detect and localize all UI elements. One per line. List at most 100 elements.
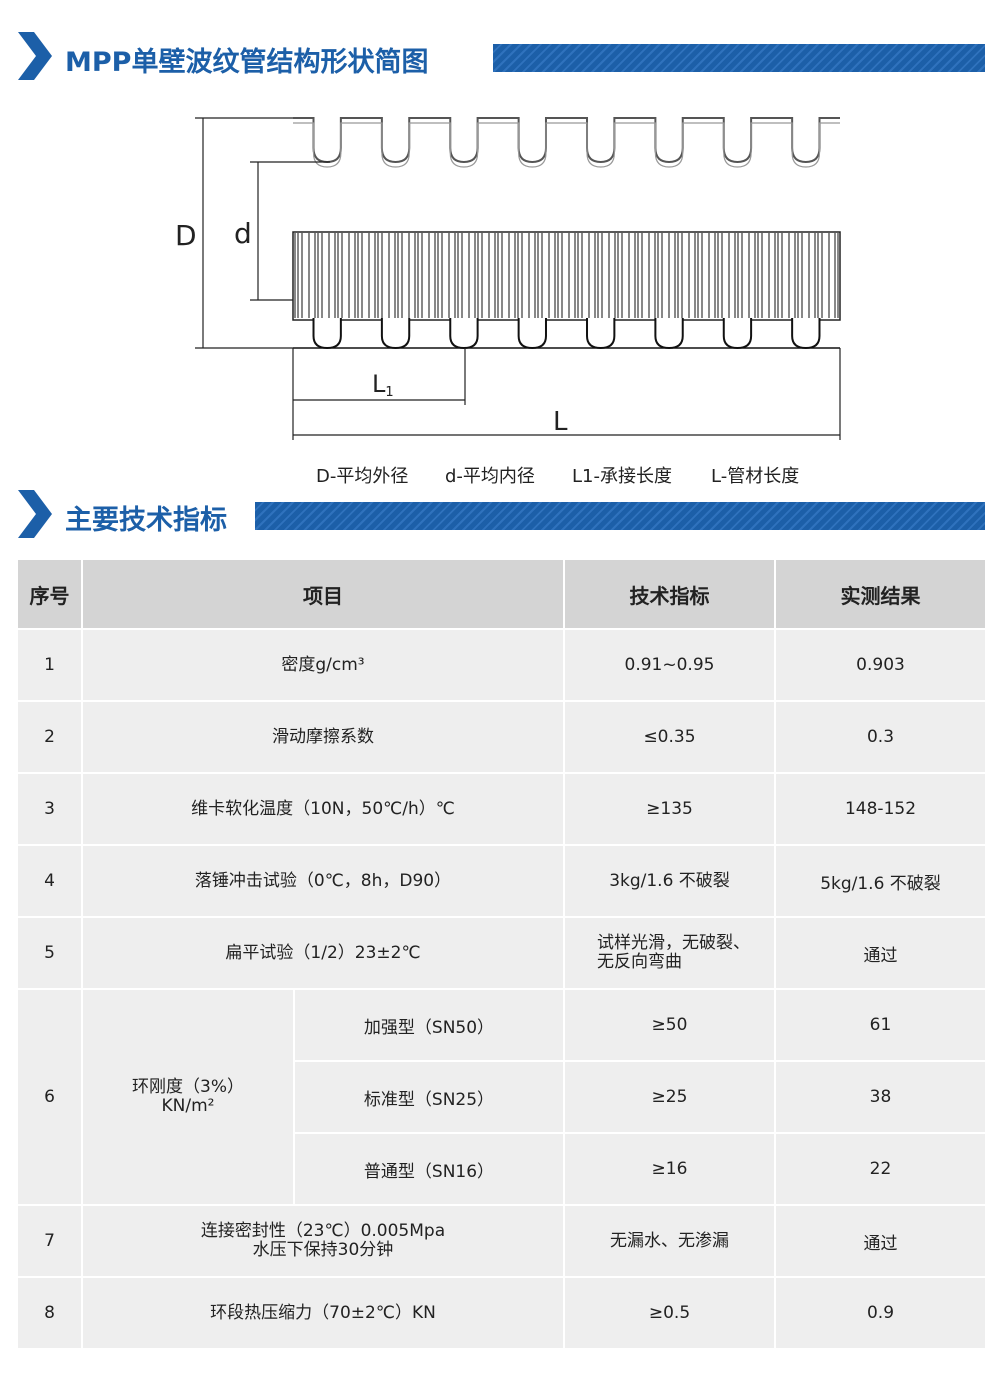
no-cell: 8 (16, 1276, 83, 1350)
row: 3 维卡软化温度（10N，50℃/h）℃ ≥135 148-152 (16, 772, 987, 846)
header-cell: 技术指标 (563, 558, 776, 630)
trough (449, 318, 479, 350)
section-title: 主要技术指标 (65, 505, 227, 536)
wave-outer (293, 117, 840, 164)
legend-item: L1-承接长度 (572, 466, 672, 487)
trough (791, 318, 821, 350)
spec-cell: ≥135 (563, 772, 776, 846)
cell-line: 试样光滑，无破裂、 (597, 933, 750, 953)
cell-line: 3kg/1.6 不破裂 (609, 870, 730, 891)
spec-cell: 3kg/1.6 不破裂 (563, 844, 776, 918)
no-cell: 1 (16, 628, 83, 702)
trough (586, 318, 616, 350)
cell-line: 环段热压缩力（70±2℃）KN (210, 1302, 436, 1323)
row: 6 环刚度（3%） KN/m² 加强型（SN50） ≥50 61 (16, 988, 987, 1206)
header-row: 序号 项目 技术指标 实测结果 (16, 558, 987, 630)
result-cell: 22 (774, 1132, 987, 1206)
label-d: d (234, 217, 252, 250)
cell-line: 落锤冲击试验（0℃，8h，D90） (194, 870, 452, 891)
cell-line: ≤0.35 (643, 726, 696, 747)
row: 7 连接密封性（23℃）0.005Mpa 水压下保持30分钟 无漏水、无渗漏 通过 (16, 1204, 987, 1278)
item-cell: 维卡软化温度（10N，50℃/h）℃ (81, 772, 565, 846)
header-cell: 序号 (16, 558, 83, 630)
cell-line: 无漏水、无渗漏 (610, 1230, 729, 1251)
cell-line: 环刚度（3%） (132, 1077, 244, 1097)
trough (722, 318, 753, 350)
section-title: MPP单壁波纹管结构形状简图 (65, 47, 429, 78)
no-cell: 5 (16, 916, 83, 990)
header-cell: 实测结果 (774, 558, 987, 630)
cell-line: ≥135 (646, 798, 693, 819)
spec-cell: ≥25 (563, 1060, 776, 1134)
item-cell: 环段热压缩力（70±2℃）KN (81, 1276, 565, 1350)
label-L1: L1 (372, 370, 394, 400)
cell-line: KN/m² (161, 1096, 215, 1116)
row: 5 扁平试验（1/2）23±2℃ 试样光滑，无破裂、 无反向弯曲 通过 (16, 916, 987, 990)
result-cell: 38 (774, 1060, 987, 1134)
item-cell: 环刚度（3%） KN/m² (81, 988, 295, 1206)
chevron (18, 490, 52, 538)
label-L1-sub: 1 (385, 385, 393, 400)
cell-line: 滑动摩擦系数 (272, 726, 374, 747)
result-cell: 5kg/1.6 不破裂 (774, 844, 987, 918)
header-cell: 项目 (81, 558, 565, 630)
no-cell: 6 (16, 988, 83, 1206)
trough (312, 318, 342, 350)
result-cell: 61 (774, 988, 987, 1062)
no-cell: 2 (16, 700, 83, 774)
spec-cell: ≥16 (563, 1132, 776, 1206)
section-header: 主要技术指标 (0, 490, 1000, 540)
result-cell: 通过 (774, 916, 987, 990)
wave-inner (293, 122, 840, 168)
cell-line: 0.91~0.95 (624, 654, 715, 675)
cell-line: 水压下保持30分钟 (252, 1240, 394, 1260)
result-cell: 148-152 (774, 772, 987, 846)
legend-item: D-平均外径 (316, 466, 408, 487)
spec-cell: ≥0.5 (563, 1276, 776, 1350)
row: 普通型（SN16） ≥16 22 (17, 1132, 987, 1206)
row: 标准型（SN25） ≥25 38 (17, 1060, 987, 1134)
stripe-bar (255, 502, 985, 530)
label-D: D (175, 219, 197, 252)
item-cell: 扁平试验（1/2）23±2℃ (81, 916, 565, 990)
no-cell: 7 (16, 1204, 83, 1278)
type-cell: 普通型（SN16） (293, 1132, 565, 1206)
item-cell: 连接密封性（23℃）0.005Mpa 水压下保持30分钟 (81, 1204, 565, 1278)
cell-line: ≥0.5 (648, 1302, 691, 1323)
trough (654, 318, 684, 350)
spec-cell: 无漏水、无渗漏 (563, 1204, 776, 1278)
spec-table: 序号 项目 技术指标 实测结果 1 密度g/cm³ 0.91~0.95 0.903 2 滑动摩擦系… (16, 558, 987, 1350)
row: 8 环段热压缩力（70±2℃）KN ≥0.5 0.9 (16, 1276, 987, 1350)
cell-line: 无反向弯曲 (597, 952, 682, 972)
cell-line: 连接密封性（23℃）0.005Mpa (200, 1221, 446, 1241)
trough (517, 318, 547, 350)
result-cell: 0.903 (774, 628, 987, 702)
spec-cell: ≥50 (563, 988, 776, 1062)
stripe-bar (493, 44, 985, 72)
label-L1-main: L (372, 370, 386, 398)
spec-cell: 0.91~0.95 (563, 628, 776, 702)
chevron (18, 32, 52, 80)
result-cell: 通过 (774, 1204, 987, 1278)
type-cell: 加强型（SN50） (293, 988, 565, 1062)
item-cell: 落锤冲击试验（0℃，8h，D90） (81, 844, 565, 918)
legend-item: d-平均内径 (445, 466, 535, 487)
legend-item: L-管材长度 (711, 466, 799, 487)
cell-line: 扁平试验（1/2）23±2℃ (225, 942, 421, 963)
section-header: MPP单壁波纹管结构形状简图 (0, 32, 1000, 82)
cell-line: 维卡软化温度（10N，50℃/h）℃ (191, 798, 455, 819)
trough (380, 318, 411, 350)
row: 1 密度g/cm³ 0.91~0.95 0.903 (16, 628, 987, 702)
spec-cell: 试样光滑，无破裂、 无反向弯曲 (563, 916, 776, 990)
item-cell: 滑动摩擦系数 (81, 700, 565, 774)
result-cell: 0.9 (774, 1276, 987, 1350)
row: 4 落锤冲击试验（0℃，8h，D90） 3kg/1.6 不破裂 5kg/1.6 不破裂 (16, 844, 987, 918)
type-cell: 标准型（SN25） (293, 1060, 565, 1134)
no-cell: 3 (16, 772, 83, 846)
spec-cell: ≤0.35 (563, 700, 776, 774)
no-cell: 4 (16, 844, 83, 918)
row: 2 滑动摩擦系数 ≤0.35 0.3 (16, 700, 987, 774)
item-cell: 密度g/cm³ (81, 628, 565, 702)
